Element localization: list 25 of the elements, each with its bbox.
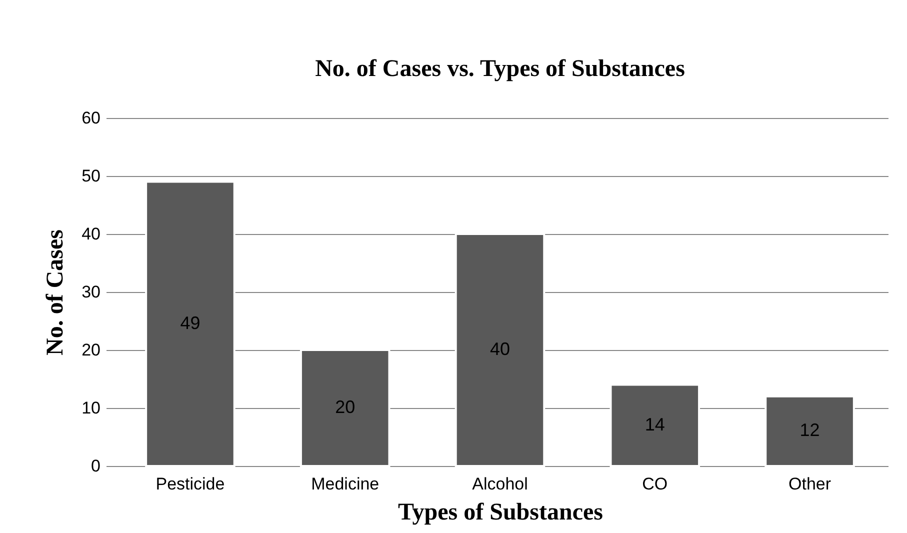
y-tick-label: 0	[91, 456, 100, 476]
y-axis-title: No. of Cases	[42, 230, 69, 356]
y-tick-label: 10	[82, 398, 100, 418]
data-label: 14	[644, 414, 665, 434]
x-tick-label: Medicine	[311, 474, 380, 494]
y-tick-label: 50	[82, 166, 100, 186]
bar	[764, 395, 855, 467]
data-label: 49	[180, 312, 200, 333]
y-tick-label: 60	[82, 108, 100, 128]
x-tick-label: Other	[788, 474, 832, 494]
y-tick-label: 40	[82, 224, 100, 244]
bar	[145, 180, 236, 467]
bar	[300, 349, 390, 467]
data-label: 40	[490, 339, 510, 359]
chart-title: No. of Cases vs. Types of Substances	[315, 56, 685, 82]
x-tick-label: CO	[642, 474, 668, 494]
y-tick-label: 30	[82, 282, 100, 302]
x-tick-label: Alcohol	[472, 474, 528, 494]
bar	[454, 233, 546, 467]
data-label: 20	[335, 397, 356, 417]
data-label: 12	[800, 420, 820, 440]
bar	[610, 384, 700, 467]
x-tick-label: Pesticide	[156, 474, 225, 494]
x-axis-title: Types of Substances	[398, 500, 603, 526]
y-tick-label: 20	[82, 340, 100, 360]
